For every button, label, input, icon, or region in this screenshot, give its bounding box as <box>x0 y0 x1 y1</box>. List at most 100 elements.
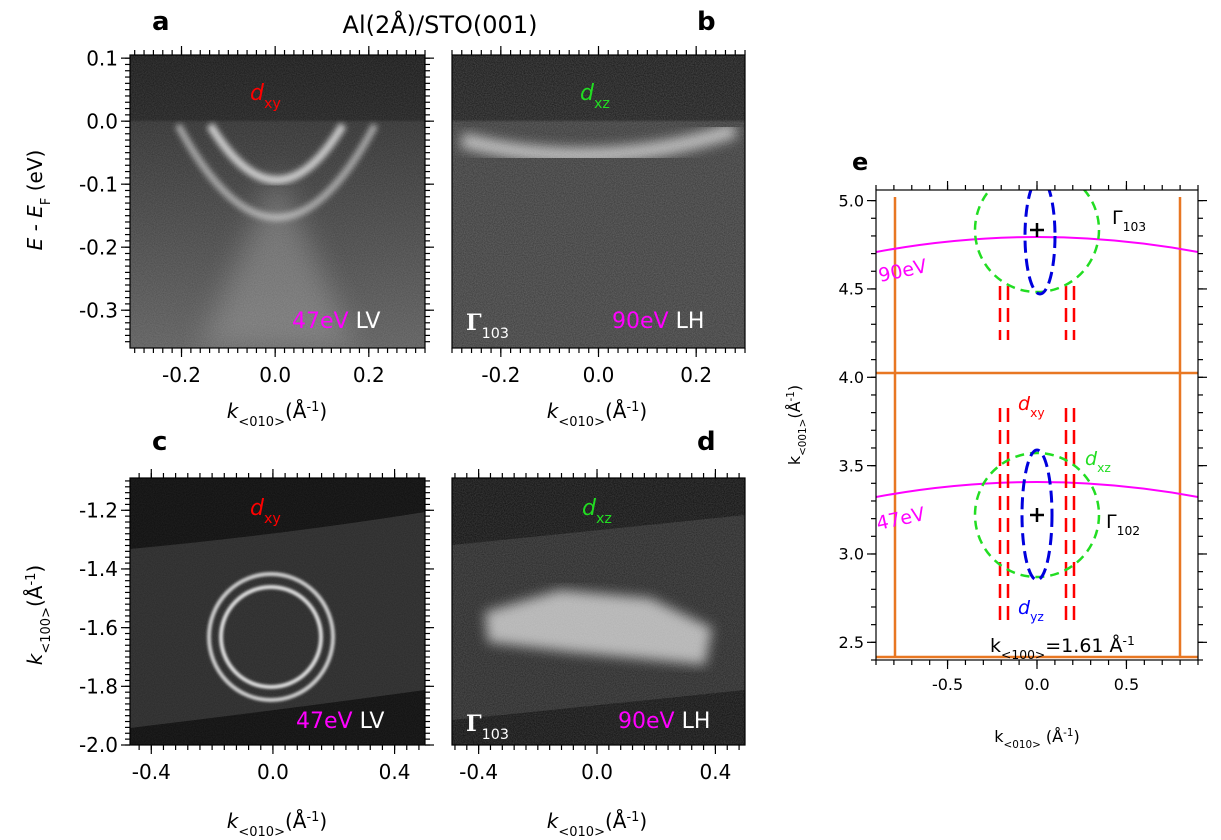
text-part: Γ <box>466 310 482 336</box>
text-part: k <box>23 652 47 665</box>
y-tick-label: 4.5 <box>839 280 864 299</box>
text-part: 103 <box>482 326 509 342</box>
y-tick-label: -2.0 <box>79 733 118 757</box>
text-part: -1 <box>306 810 319 825</box>
x-tick-label: 0.2 <box>353 363 385 387</box>
x-tick-label: 0.2 <box>680 363 712 387</box>
x-tick-label: -0.4 <box>132 760 171 784</box>
annotation: dxy <box>250 496 281 527</box>
text-part: xz <box>596 511 612 527</box>
text-part: d <box>1018 597 1031 619</box>
annotation: 47eV <box>874 503 926 535</box>
x-axis-label: k<010> (Å-1) <box>994 727 1079 751</box>
text-part: d <box>250 81 265 106</box>
y-axis-label: k<100>(Å-1) <box>23 565 54 665</box>
text-part: (Å <box>605 399 627 423</box>
text-part: k <box>547 399 560 423</box>
x-tick-label: 0.0 <box>583 363 615 387</box>
text-part: ) <box>23 565 47 573</box>
annotation: dyz <box>1018 597 1044 624</box>
text-part: <001> <box>797 419 809 456</box>
text-part: E - E <box>23 205 47 251</box>
plot-frame <box>129 477 426 746</box>
annotation: dxz <box>580 81 610 112</box>
text-part: (Å <box>285 399 307 423</box>
text-part: Γ <box>1112 207 1123 229</box>
x-tick-label: 0.5 <box>1114 675 1139 694</box>
text-part: 90eV <box>618 709 675 734</box>
text-part: 103 <box>1123 220 1147 234</box>
annotation: dxy <box>250 81 281 112</box>
annotation: Γ102 <box>1106 511 1140 538</box>
x-tick-label: 0.0 <box>259 363 291 387</box>
panel-letter: a <box>152 7 170 37</box>
x-tick-label: 0.0 <box>257 760 289 784</box>
y-tick-label: -1.6 <box>79 616 118 640</box>
fermi-map-c <box>130 478 425 745</box>
text-part: xz <box>594 96 610 112</box>
annotation: 90eV <box>876 255 928 287</box>
text-part: ) <box>785 385 804 391</box>
text-part: <010> <box>1004 739 1041 751</box>
text-part: 102 <box>1117 524 1141 538</box>
panel-letter: b <box>697 7 716 37</box>
text-part: (Å <box>605 809 627 833</box>
annotation: k<100>=1.61 Å-1 <box>990 634 1135 662</box>
text-part: <100> <box>39 607 54 654</box>
x-tick-label: 0.0 <box>1024 675 1049 694</box>
panel-letter: d <box>697 427 716 457</box>
text-part: -1 <box>1063 727 1073 739</box>
text-part: k <box>785 455 804 465</box>
text-part: (eV) <box>23 150 47 198</box>
panel-letter: c <box>152 427 167 457</box>
annotation: Γ103 <box>466 711 509 743</box>
annotation: 90eV LH <box>612 309 704 334</box>
text-part: d <box>580 81 595 106</box>
x-tick-label: -0.4 <box>459 760 498 784</box>
text-part: (Å <box>785 401 804 418</box>
text-part: LH <box>676 309 705 334</box>
text-part: LV <box>356 309 381 334</box>
y-tick-label: 0.0 <box>86 109 118 133</box>
text-part: k <box>227 399 240 423</box>
y-tick-label: -0.2 <box>79 235 118 259</box>
text-part: <010> <box>238 825 285 840</box>
text-part: ) <box>639 809 647 833</box>
plot-frame <box>129 54 426 349</box>
y-tick-label: 3.5 <box>839 456 864 475</box>
y-tick-label: -1.8 <box>79 675 118 699</box>
annotation: 47eV LV <box>292 309 380 334</box>
text-part: xz <box>1097 461 1111 475</box>
text-part: -1 <box>626 810 639 825</box>
text-part: (Å <box>285 809 307 833</box>
text-part: xy <box>1030 406 1045 420</box>
y-tick-label: 2.5 <box>839 633 864 652</box>
y-tick-label: -1.4 <box>79 557 118 581</box>
y-tick-label: -0.3 <box>79 298 118 322</box>
text-part: yz <box>1030 610 1044 624</box>
fermi-map-d <box>452 478 745 745</box>
text-part: LV <box>360 709 385 734</box>
x-tick-label: -0.5 <box>932 675 963 694</box>
text-part: -1 <box>1123 634 1135 648</box>
x-axis-label: k<010>(Å-1) <box>547 809 647 840</box>
panel-letter: e <box>852 148 868 176</box>
y-axis-label: E - EF (eV) <box>23 150 54 251</box>
text-part: F <box>39 198 54 205</box>
text-part: -1 <box>626 400 639 415</box>
schematic-e <box>876 190 1198 659</box>
text-part: -1 <box>306 400 319 415</box>
text-part: 90eV <box>612 309 669 334</box>
text-part: Γ <box>466 711 482 737</box>
plot-frame <box>451 477 746 746</box>
x-tick-label: 0.0 <box>581 760 613 784</box>
text-part: k <box>990 635 1001 657</box>
text-part: xy <box>264 96 281 112</box>
y-tick-label: 3.0 <box>839 545 864 564</box>
x-tick-label: 0.4 <box>699 760 731 784</box>
text-part: k <box>227 809 240 833</box>
text-part: (Å <box>1041 727 1063 746</box>
text-part: xy <box>264 511 281 527</box>
text-part: 47eV <box>874 503 926 535</box>
